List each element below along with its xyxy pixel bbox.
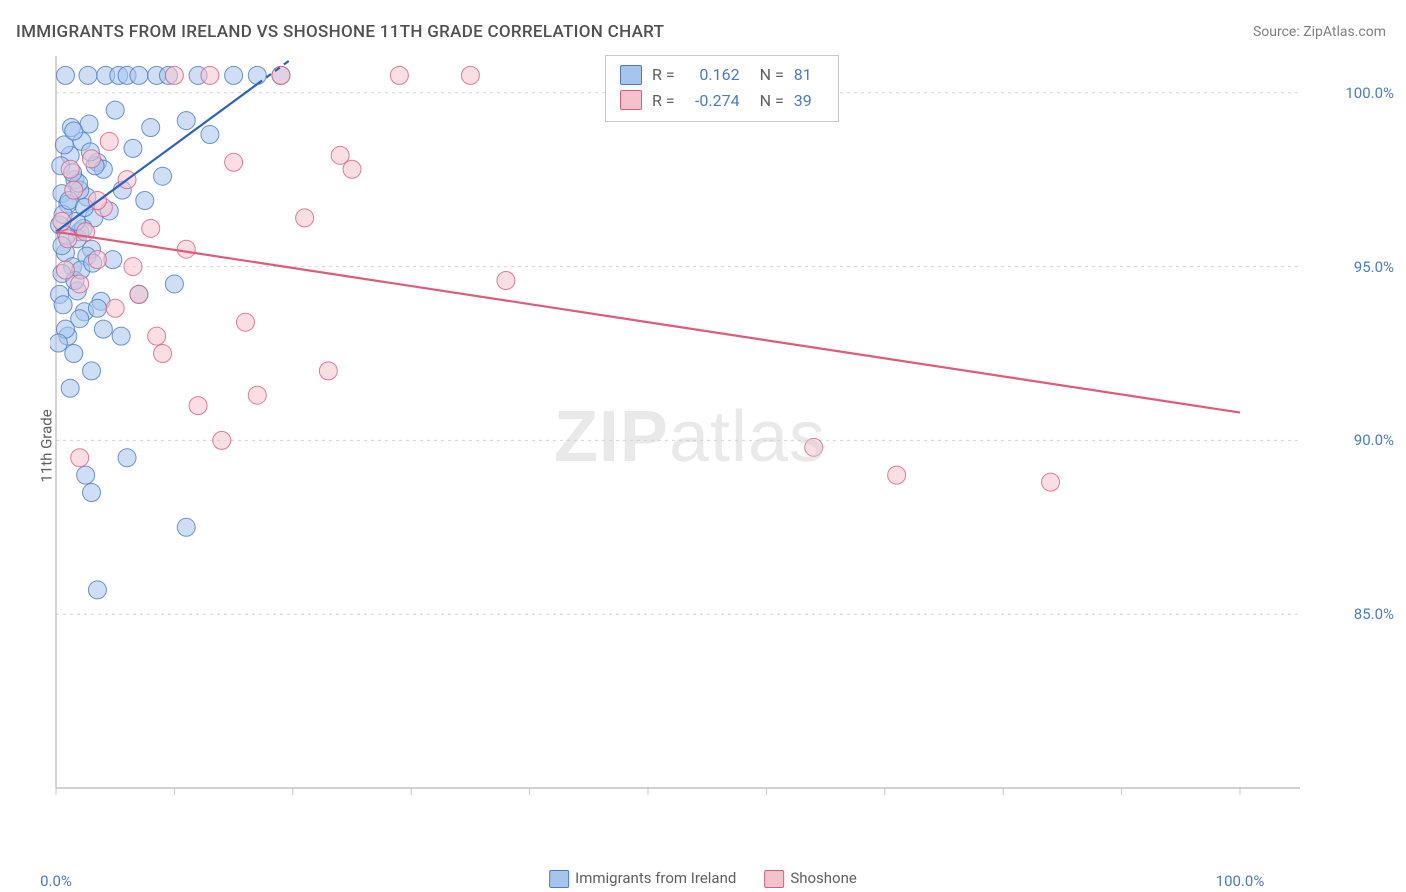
stats-legend-box: R =0.162N =81R =-0.274N =39 bbox=[605, 55, 839, 122]
legend-swatch bbox=[549, 870, 569, 888]
legend-item: Shoshone bbox=[764, 869, 857, 888]
plot-area: ZIPatlas R =0.162N =81R =-0.274N =39 bbox=[50, 52, 1330, 822]
x-tick-label: 100.0% bbox=[1216, 872, 1265, 890]
y-tick-label: 100.0% bbox=[1345, 84, 1394, 102]
stats-row: R =0.162N =81 bbox=[620, 62, 824, 88]
x-tick-label: 0.0% bbox=[40, 872, 72, 890]
legend-swatch bbox=[620, 90, 642, 110]
legend-swatch bbox=[764, 870, 784, 888]
chart-svg bbox=[50, 52, 1330, 822]
y-tick-label: 95.0% bbox=[1354, 258, 1394, 276]
legend-item: Immigrants from Ireland bbox=[549, 869, 736, 888]
legend-swatch bbox=[620, 65, 642, 85]
bottom-legend: Immigrants from Ireland Shoshone bbox=[549, 869, 857, 888]
stats-row: R =-0.274N =39 bbox=[620, 88, 824, 114]
y-tick-label: 85.0% bbox=[1354, 605, 1394, 623]
source-label: Source: ZipAtlas.com bbox=[1253, 24, 1386, 40]
chart-title: IMMIGRANTS FROM IRELAND VS SHOSHONE 11TH… bbox=[16, 22, 664, 42]
y-tick-label: 90.0% bbox=[1354, 431, 1394, 449]
